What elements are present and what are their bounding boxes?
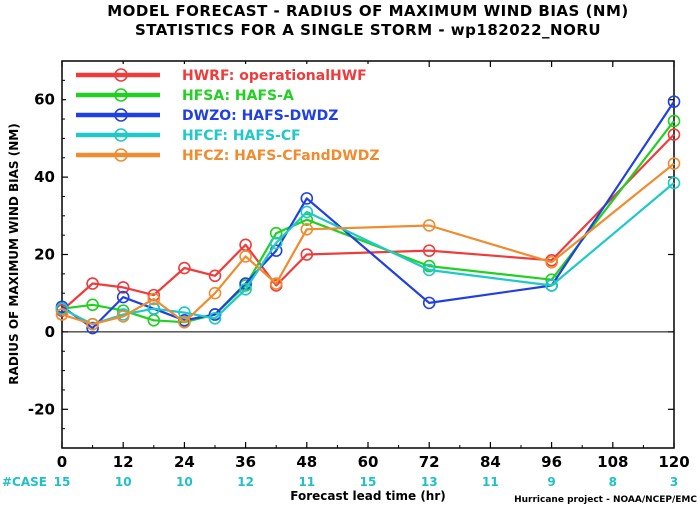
case-count: 10: [176, 475, 193, 489]
series-marker: [422, 219, 436, 232]
case-count: 12: [237, 475, 254, 489]
legend-label: HWRF: operationalHWF: [182, 68, 367, 84]
y-tick-label: 40: [34, 168, 55, 186]
legend-label: DWZO: HAFS-DWDZ: [182, 108, 338, 124]
series-marker: [300, 192, 314, 205]
x-tick-label: 48: [296, 453, 317, 471]
chart-title: MODEL FORECAST - RADIUS OF MAXIMUM WIND …: [107, 2, 629, 20]
series-marker: [178, 261, 191, 275]
series-marker: [269, 277, 283, 290]
series-marker: [116, 310, 130, 323]
series-marker: [147, 302, 161, 315]
series-5: [55, 157, 681, 331]
series-marker: [667, 95, 681, 108]
series-marker: [55, 308, 69, 321]
series-line: [61, 100, 675, 330]
chart-subtitle: STATISTICS FOR A SINGLE STORM - wp182022…: [135, 21, 601, 39]
case-count: 8: [609, 475, 617, 489]
x-tick-label: 36: [235, 453, 256, 471]
x-tick-label: 84: [480, 453, 501, 471]
y-axis-label: RADIUS OF MAXIMUM WIND BIAS (NM): [7, 123, 21, 384]
y-tick-label: 60: [34, 91, 55, 109]
series-marker: [667, 176, 681, 190]
series-marker: [545, 279, 558, 292]
series-marker: [116, 281, 130, 294]
x-tick-label: 96: [541, 453, 562, 471]
series-marker: [208, 269, 222, 283]
series-marker: [300, 248, 314, 261]
series-marker: [667, 128, 681, 141]
y-tick-label: -20: [28, 400, 55, 418]
series-marker: [300, 205, 314, 219]
series-marker: [86, 317, 99, 331]
series-marker: [667, 157, 681, 170]
series-marker: [208, 312, 222, 325]
x-tick-label: 108: [597, 453, 628, 471]
x-axis-label: Forecast lead time (hr): [290, 489, 446, 503]
series-marker: [86, 321, 99, 335]
series-marker: [55, 302, 69, 315]
series-marker: [422, 296, 436, 310]
y-tick-label: 0: [45, 323, 55, 341]
x-tick-label: 120: [658, 453, 689, 471]
series-marker: [86, 298, 99, 312]
legend: HWRF: operationalHWF HFSA: HAFS-A DWZO: HA…: [66, 64, 416, 172]
series-layer: [55, 95, 681, 335]
credit-text: Hurricane project - NOAA/NCEP/EMC: [514, 495, 697, 505]
legend-swatch-marker: [114, 108, 128, 122]
series-marker: [422, 244, 436, 257]
series-marker: [147, 292, 161, 306]
legend-label: HFCF: HAFS-CF: [182, 128, 301, 144]
case-row-label: #CASE: [2, 475, 47, 489]
series-marker: [178, 306, 191, 319]
x-tick-label: 0: [57, 453, 67, 471]
x-tick-label: 72: [419, 453, 440, 471]
legend-swatch-marker: [114, 68, 128, 82]
y-tick-label: 20: [34, 246, 55, 264]
series-marker: [269, 236, 283, 250]
series-marker: [178, 315, 191, 329]
legend-label: HFSA: HAFS-A: [182, 88, 294, 104]
x-tick-label: 60: [358, 453, 379, 471]
series-marker: [667, 114, 681, 128]
x-tick-label: 12: [113, 453, 134, 471]
x-tick-label: 24: [174, 453, 195, 471]
legend-swatch-marker: [114, 148, 128, 162]
series-marker: [300, 213, 314, 226]
case-count: 11: [298, 475, 315, 489]
axes-layer: 0 15 12 10 24 10 36 12 48 11 60 15 72 13 84 11 96 9 108 8 12…: [28, 60, 690, 489]
series-marker: [86, 277, 99, 290]
series-marker: [545, 255, 558, 269]
case-count: 11: [482, 475, 499, 489]
series-marker: [239, 283, 252, 296]
series-marker: [300, 223, 314, 236]
series-marker: [208, 286, 222, 300]
series-marker: [239, 250, 252, 263]
legend-swatch-marker: [114, 88, 128, 102]
series-marker: [422, 263, 436, 277]
case-count: 10: [115, 475, 132, 489]
case-count: 15: [54, 475, 71, 489]
series-marker: [116, 290, 130, 304]
case-count: 9: [547, 475, 555, 489]
case-count: 3: [670, 475, 678, 489]
case-count: 13: [421, 475, 438, 489]
legend-swatch-marker: [114, 128, 128, 142]
series-marker: [147, 288, 161, 302]
series-marker: [422, 259, 436, 273]
series-marker: [269, 226, 283, 240]
legend-label: HFCZ: HAFS-CFandDWDZ: [182, 148, 379, 164]
case-count: 15: [360, 475, 377, 489]
